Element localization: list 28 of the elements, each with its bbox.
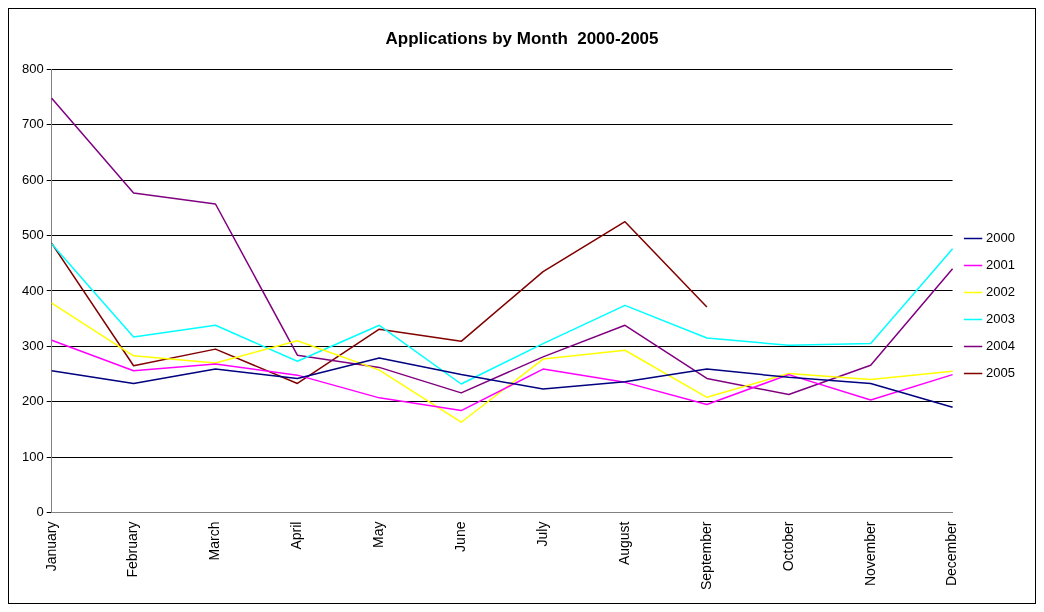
y-tick-label: 400	[21, 282, 44, 298]
x-tick-label: June	[452, 521, 469, 552]
y-tick-label: 200	[21, 393, 44, 409]
x-tick-label: May	[370, 521, 387, 548]
x-tick-label: August	[615, 521, 632, 566]
legend-label: 2000	[986, 230, 1015, 246]
x-tick-label: November	[861, 521, 878, 587]
chart-title: Applications by Month 2000-2005	[385, 28, 659, 48]
y-tick-label: 0	[36, 504, 44, 520]
legend-label: 2003	[986, 311, 1015, 327]
legend-label: 2002	[986, 284, 1015, 300]
y-tick-label: 100	[21, 448, 44, 464]
y-tick-label: 800	[21, 60, 44, 76]
x-tick-label: September	[697, 521, 714, 590]
legend-label: 2004	[986, 338, 1015, 354]
x-tick-label: October	[779, 521, 796, 572]
x-tick-label: January	[42, 521, 59, 572]
x-tick-label: December	[943, 521, 960, 587]
legend-label: 2005	[986, 365, 1015, 381]
legend-label: 2001	[986, 257, 1015, 273]
y-tick-label: 700	[21, 116, 44, 132]
x-tick-label: March	[206, 521, 223, 561]
x-tick-label: July	[533, 521, 550, 547]
x-tick-label: April	[288, 521, 305, 550]
y-tick-label: 600	[21, 171, 44, 187]
y-tick-label: 300	[21, 337, 44, 353]
x-tick-label: February	[124, 521, 141, 578]
y-tick-label: 500	[21, 227, 44, 243]
